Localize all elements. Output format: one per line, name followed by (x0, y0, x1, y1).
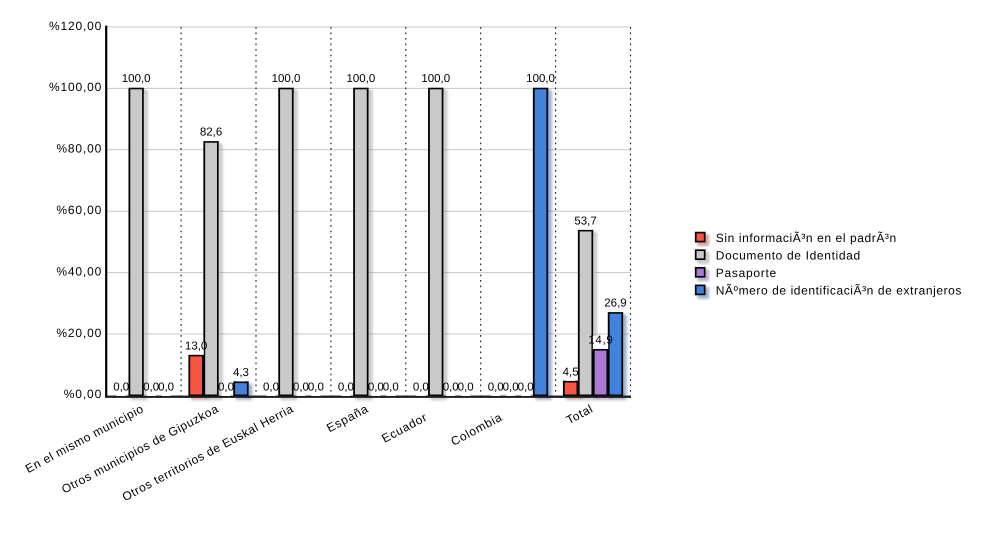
svg-text:4,5: 4,5 (563, 366, 579, 378)
svg-text:0,0: 0,0 (338, 382, 354, 394)
svg-text:0,0: 0,0 (293, 382, 309, 394)
svg-text:53,7: 53,7 (574, 215, 596, 227)
svg-text:%100,00: %100,00 (49, 80, 102, 94)
svg-text:13,0: 13,0 (185, 340, 207, 352)
svg-text:Sin informaciÃ³n en el padrÃ³n: Sin informaciÃ³n en el padrÃ³n (716, 231, 896, 245)
svg-text:0,0: 0,0 (458, 382, 474, 394)
svg-text:0,0: 0,0 (503, 382, 519, 394)
svg-text:%60,00: %60,00 (56, 203, 101, 217)
svg-text:Pasaporte: Pasaporte (716, 266, 777, 280)
svg-text:%0,00: %0,00 (64, 387, 102, 401)
svg-text:14,9: 14,9 (588, 334, 613, 346)
svg-text:26,9: 26,9 (604, 298, 626, 310)
svg-text:100,0: 100,0 (421, 73, 450, 85)
svg-text:100,0: 100,0 (346, 73, 375, 85)
svg-text:0,0: 0,0 (413, 382, 429, 394)
svg-text:0,0: 0,0 (158, 382, 174, 394)
svg-text:100,0: 100,0 (122, 73, 151, 85)
svg-text:0,0: 0,0 (443, 382, 459, 394)
svg-text:0,0: 0,0 (368, 382, 384, 394)
svg-text:100,0: 100,0 (272, 73, 301, 85)
svg-text:0,0: 0,0 (383, 382, 399, 394)
svg-text:4,3: 4,3 (233, 367, 249, 379)
svg-text:%80,00: %80,00 (56, 142, 101, 156)
svg-text:0,0: 0,0 (218, 382, 234, 394)
svg-text:82,6: 82,6 (200, 127, 222, 139)
svg-text:%20,00: %20,00 (56, 326, 101, 340)
svg-text:%40,00: %40,00 (56, 264, 101, 278)
svg-text:0,0: 0,0 (308, 382, 324, 394)
svg-text:100,0: 100,0 (526, 73, 555, 85)
svg-text:%120,00: %120,00 (49, 19, 102, 33)
svg-text:Documento de Identidad: Documento de Identidad (716, 248, 860, 262)
svg-text:0,0: 0,0 (113, 382, 129, 394)
svg-text:NÃºmero de identificaciÃ³n de: NÃºmero de identificaciÃ³n de extranjero… (716, 284, 962, 298)
svg-text:0,0: 0,0 (518, 382, 534, 394)
svg-text:0,0: 0,0 (263, 382, 279, 394)
svg-text:0,0: 0,0 (143, 382, 159, 394)
svg-text:0,0: 0,0 (488, 382, 504, 394)
